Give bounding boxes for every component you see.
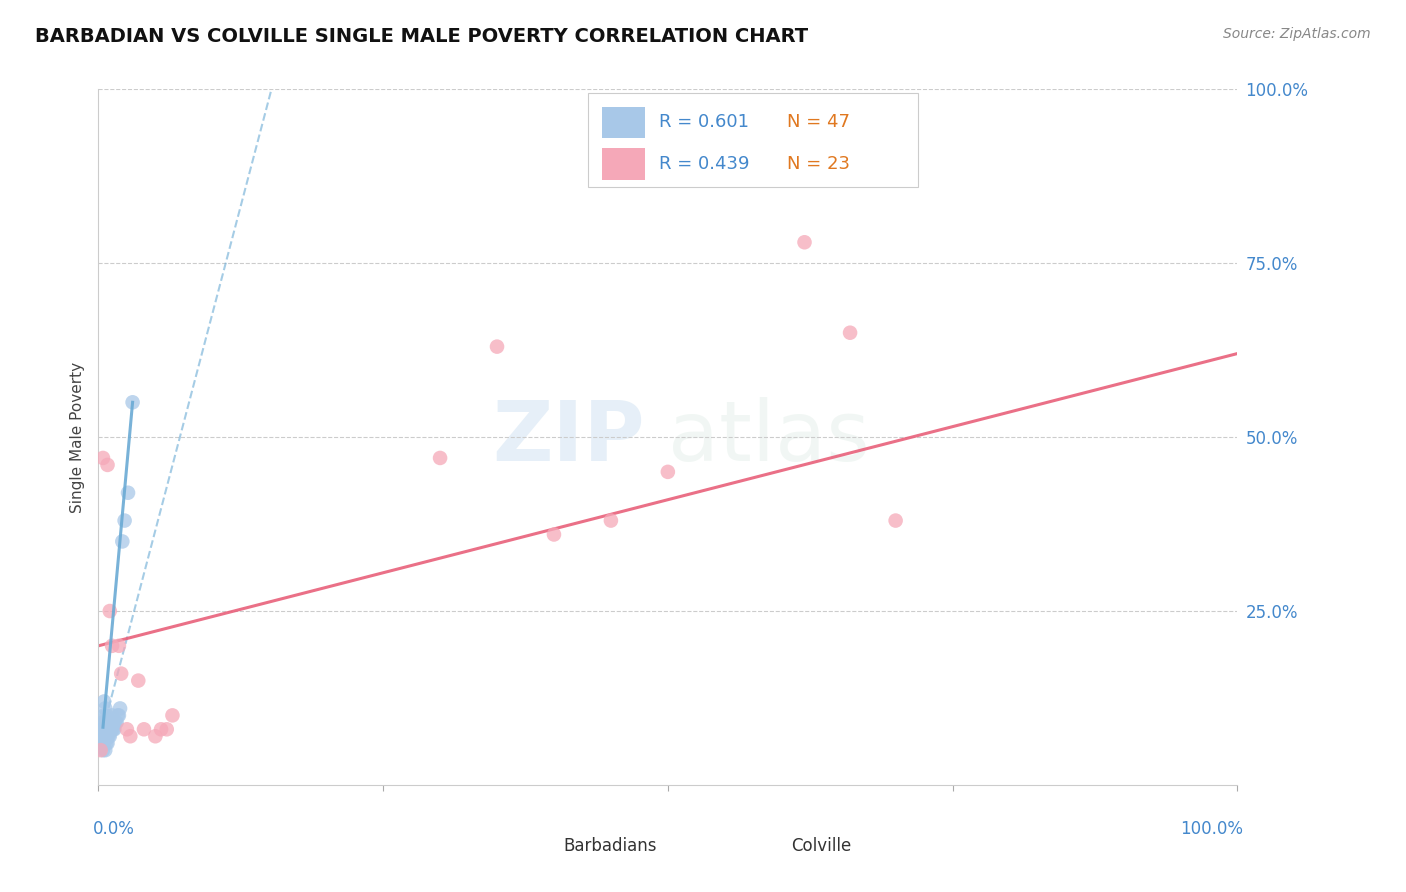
- Text: Barbadians: Barbadians: [562, 838, 657, 855]
- Point: [132, 723, 155, 737]
- Point: [839, 326, 862, 340]
- Point: [96, 708, 118, 723]
- Point: [117, 485, 139, 500]
- Text: Source: ZipAtlas.com: Source: ZipAtlas.com: [1223, 27, 1371, 41]
- Point: [97, 729, 120, 743]
- Text: R = 0.439: R = 0.439: [659, 155, 749, 173]
- Point: [103, 723, 125, 737]
- Point: [120, 729, 142, 743]
- Point: [101, 708, 124, 723]
- Point: [111, 534, 134, 549]
- Point: [93, 723, 115, 737]
- Point: [98, 729, 121, 743]
- FancyBboxPatch shape: [737, 832, 779, 860]
- Point: [93, 736, 115, 750]
- Point: [101, 715, 124, 730]
- Text: ZIP: ZIP: [492, 397, 645, 477]
- Point: [110, 666, 132, 681]
- Point: [150, 723, 173, 737]
- Point: [93, 694, 115, 708]
- Point: [96, 723, 118, 737]
- Point: [98, 604, 121, 618]
- Point: [96, 715, 118, 730]
- Point: [90, 723, 112, 737]
- Point: [97, 715, 120, 730]
- Point: [145, 729, 167, 743]
- Point: [162, 708, 184, 723]
- Point: [101, 723, 124, 737]
- Point: [115, 723, 138, 737]
- Point: [100, 715, 122, 730]
- Point: [105, 715, 128, 730]
- Point: [96, 736, 118, 750]
- Point: [127, 673, 149, 688]
- FancyBboxPatch shape: [588, 93, 918, 186]
- Point: [93, 708, 115, 723]
- Point: [121, 395, 143, 409]
- Point: [543, 527, 565, 541]
- Point: [98, 723, 121, 737]
- Point: [108, 701, 131, 715]
- Text: BARBADIAN VS COLVILLE SINGLE MALE POVERTY CORRELATION CHART: BARBADIAN VS COLVILLE SINGLE MALE POVERT…: [35, 27, 808, 45]
- Point: [103, 715, 125, 730]
- Text: 0.0%: 0.0%: [93, 820, 135, 838]
- Point: [91, 450, 114, 465]
- Text: N = 47: N = 47: [787, 113, 851, 131]
- Point: [98, 715, 121, 730]
- Point: [94, 743, 117, 757]
- Text: 100.0%: 100.0%: [1180, 820, 1243, 838]
- Point: [100, 723, 122, 737]
- Point: [104, 715, 127, 730]
- Point: [108, 708, 131, 723]
- Point: [114, 514, 136, 528]
- Point: [96, 729, 118, 743]
- Point: [793, 235, 815, 250]
- Point: [101, 639, 124, 653]
- Point: [90, 743, 112, 757]
- Point: [600, 514, 623, 528]
- Point: [884, 514, 907, 528]
- Text: N = 23: N = 23: [787, 155, 851, 173]
- Point: [156, 723, 179, 737]
- Point: [96, 736, 118, 750]
- Point: [103, 723, 125, 737]
- Point: [90, 736, 112, 750]
- Point: [96, 458, 118, 472]
- Point: [97, 723, 120, 737]
- Point: [90, 729, 112, 743]
- Point: [91, 729, 114, 743]
- Point: [107, 708, 129, 723]
- Point: [486, 340, 509, 354]
- Point: [429, 450, 451, 465]
- Text: Colville: Colville: [790, 838, 851, 855]
- Point: [94, 701, 117, 715]
- FancyBboxPatch shape: [602, 148, 645, 179]
- Text: atlas: atlas: [668, 397, 869, 477]
- Point: [96, 729, 118, 743]
- FancyBboxPatch shape: [602, 106, 645, 138]
- Point: [657, 465, 679, 479]
- FancyBboxPatch shape: [509, 832, 551, 860]
- Point: [91, 743, 114, 757]
- Point: [96, 715, 118, 730]
- Point: [91, 715, 114, 730]
- Point: [94, 715, 117, 730]
- Point: [96, 723, 118, 737]
- Y-axis label: Single Male Poverty: Single Male Poverty: [69, 361, 84, 513]
- Text: R = 0.601: R = 0.601: [659, 113, 749, 131]
- Point: [108, 639, 131, 653]
- Point: [103, 715, 125, 730]
- Point: [94, 729, 117, 743]
